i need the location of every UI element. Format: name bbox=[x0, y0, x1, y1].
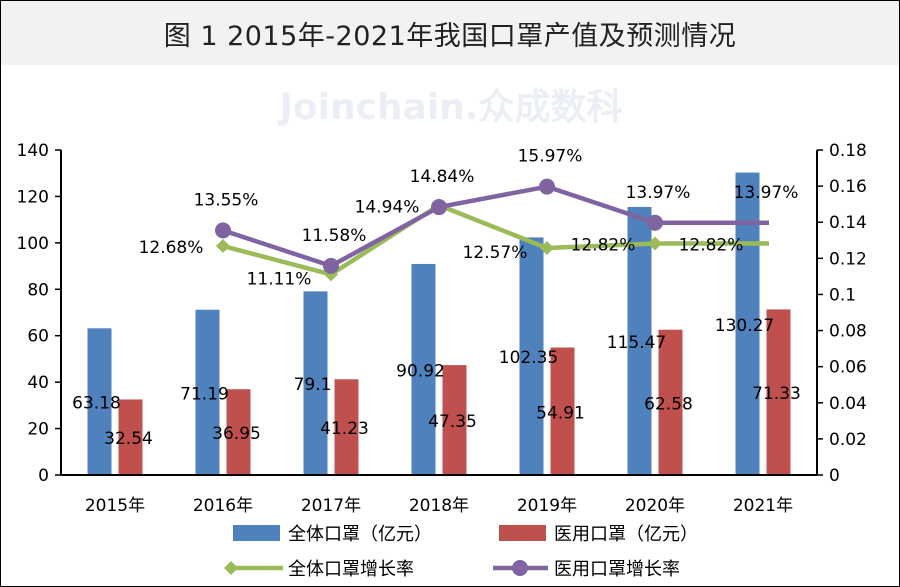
line-medical-growth bbox=[222, 184, 769, 269]
line-data-label: 12.82% bbox=[571, 236, 636, 256]
bar-data-label: 71.19 bbox=[180, 384, 229, 404]
bar-data-label: 62.58 bbox=[644, 394, 693, 414]
bar-data-label: 90.92 bbox=[396, 361, 445, 381]
left-tick-label: 60 bbox=[27, 327, 49, 347]
category-label: 2018年 bbox=[409, 496, 469, 516]
bar-data-label: 54.91 bbox=[536, 403, 585, 423]
bar-data-label: 47.35 bbox=[428, 412, 477, 432]
line-data-label: 12.57% bbox=[463, 243, 528, 263]
bar-data-label: 79.1 bbox=[294, 375, 332, 395]
category-label: 2015年 bbox=[85, 496, 145, 516]
right-tick-label: 0.12 bbox=[829, 249, 867, 269]
diamond-marker bbox=[540, 241, 554, 256]
right-tick-label: 0.16 bbox=[829, 177, 867, 197]
legend-circle-marker bbox=[512, 560, 528, 576]
right-tick-label: 0.04 bbox=[829, 394, 867, 414]
bar-data-label: 130.27 bbox=[715, 316, 774, 336]
bar-all bbox=[411, 263, 436, 475]
bar-medical bbox=[442, 365, 467, 475]
line-data-label: 12.82% bbox=[679, 236, 744, 256]
line-all-growth bbox=[222, 203, 769, 277]
left-tick-label: 120 bbox=[17, 187, 49, 207]
circle-marker bbox=[539, 178, 555, 195]
right-tick-label: 0 bbox=[829, 466, 840, 486]
legend-label: 医用口罩（亿元） bbox=[554, 524, 698, 545]
right-tick-label: 0.02 bbox=[829, 430, 867, 450]
right-tick-label: 0.08 bbox=[829, 322, 867, 342]
bar-all bbox=[303, 291, 328, 475]
line-data-label: 11.11% bbox=[247, 269, 312, 289]
bar-medical bbox=[226, 389, 251, 475]
diamond-marker bbox=[216, 239, 230, 254]
bar-all bbox=[87, 328, 112, 475]
circle-marker bbox=[215, 222, 231, 239]
line-data-label: 14.84% bbox=[410, 167, 475, 187]
bar-all bbox=[627, 206, 652, 475]
bar-data-label: 32.54 bbox=[104, 429, 153, 449]
diamond-marker bbox=[648, 236, 662, 251]
legend-diamond-marker bbox=[224, 561, 238, 575]
line-data-label: 13.97% bbox=[734, 183, 799, 203]
right-tick-label: 0.1 bbox=[829, 285, 856, 305]
circle-marker bbox=[323, 257, 339, 274]
bar-medical bbox=[118, 399, 143, 475]
category-label: 2020年 bbox=[625, 496, 685, 516]
legend-swatch-medical bbox=[499, 525, 546, 541]
bar-medical bbox=[550, 347, 575, 475]
bar-medical bbox=[658, 329, 683, 475]
bar-medical bbox=[766, 309, 791, 475]
left-tick-label: 80 bbox=[27, 280, 49, 300]
bar-data-label: 63.18 bbox=[72, 394, 121, 414]
line-data-label: 13.55% bbox=[194, 190, 259, 210]
circle-marker bbox=[647, 214, 663, 231]
line-data-label: 12.68% bbox=[139, 238, 204, 258]
category-label: 2021年 bbox=[733, 496, 793, 516]
left-tick-label: 0 bbox=[38, 466, 49, 486]
bar-medical bbox=[334, 379, 359, 475]
left-tick-label: 100 bbox=[17, 234, 49, 254]
circle-marker bbox=[431, 199, 447, 216]
bar-data-label: 41.23 bbox=[320, 419, 369, 439]
legend-label: 医用口罩增长率 bbox=[554, 559, 680, 580]
category-label: 2016年 bbox=[193, 496, 253, 516]
chart-title: 图 1 2015年-2021年我国口罩产值及预测情况 bbox=[1, 1, 899, 65]
right-tick-label: 0.18 bbox=[829, 141, 867, 161]
line-data-label: 13.97% bbox=[626, 183, 691, 203]
bar-data-label: 102.35 bbox=[499, 348, 558, 368]
bar-all bbox=[195, 309, 220, 475]
bar-data-label: 71.33 bbox=[752, 384, 801, 404]
category-label: 2017年 bbox=[301, 496, 361, 516]
line-data-label: 14.94% bbox=[355, 197, 420, 217]
category-label: 2019年 bbox=[517, 496, 577, 516]
bar-data-label: 36.95 bbox=[212, 424, 261, 444]
line-data-label: 15.97% bbox=[518, 147, 583, 167]
legend-label: 全体口罩增长率 bbox=[288, 559, 414, 580]
watermark: Joinchain.众成数科 bbox=[276, 87, 622, 128]
legend-swatch-all bbox=[233, 525, 280, 541]
legend-label: 全体口罩（亿元） bbox=[288, 524, 432, 545]
line-data-label: 11.58% bbox=[302, 226, 367, 246]
right-tick-label: 0.14 bbox=[829, 213, 867, 233]
right-tick-label: 0.06 bbox=[829, 358, 867, 378]
left-tick-label: 40 bbox=[27, 373, 49, 393]
left-tick-label: 20 bbox=[27, 420, 49, 440]
bar-all bbox=[519, 237, 544, 475]
left-tick-label: 140 bbox=[17, 141, 49, 161]
bar-data-label: 115.47 bbox=[607, 333, 666, 353]
